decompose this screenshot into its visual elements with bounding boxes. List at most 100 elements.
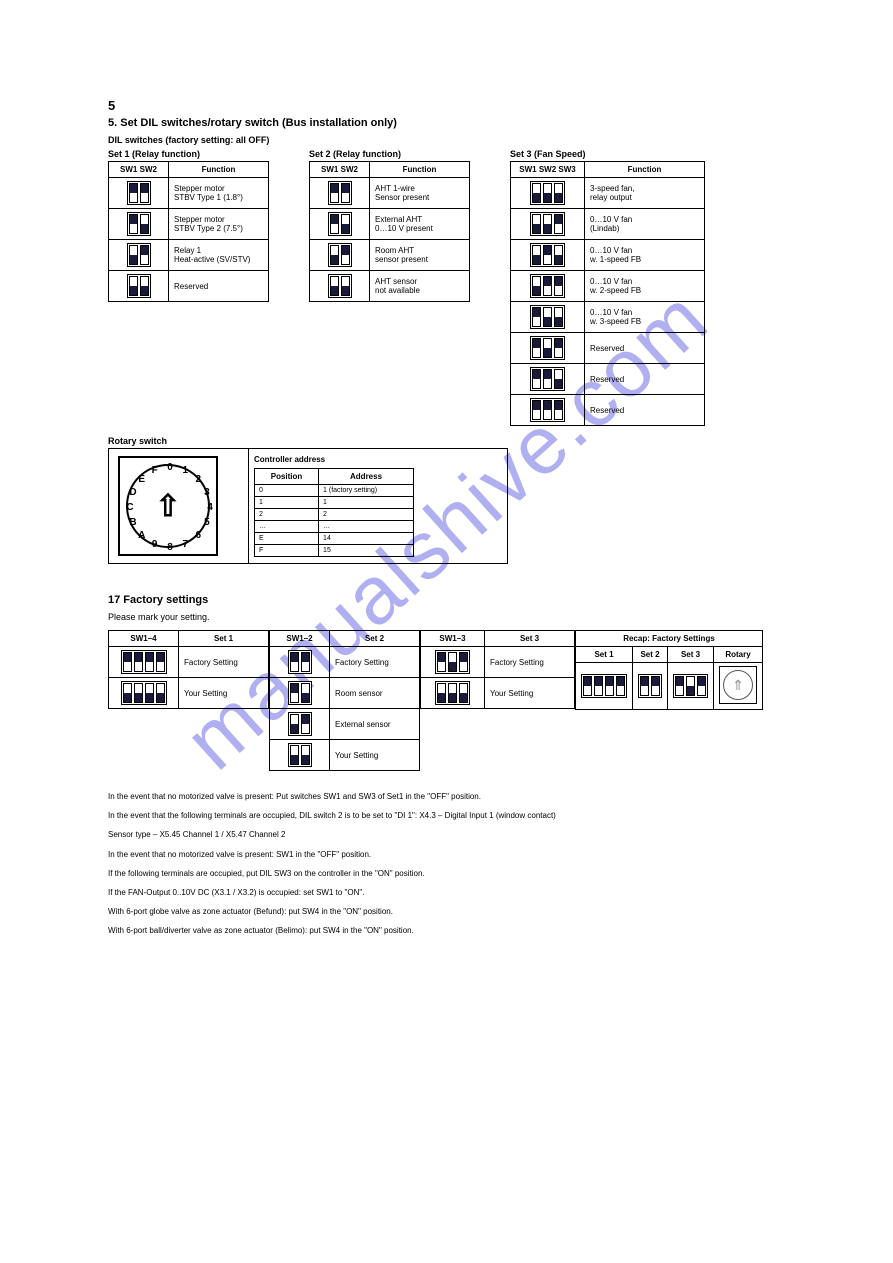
rotary-label: Rotary switch xyxy=(108,436,788,446)
rotary-block: Rotary switch ⇧ 0123456789ABCDEF Control… xyxy=(108,436,788,564)
factory-sub: Please mark your setting. xyxy=(108,612,788,622)
rotary-table: ⇧ 0123456789ABCDEF Controller address Po… xyxy=(108,448,508,564)
recap-h4: Rotary xyxy=(714,647,763,663)
set1-title: Set 1 (Relay function) xyxy=(108,149,269,159)
dip-icon xyxy=(530,181,565,205)
page-content: 5 5. Set DIL switches/rotary switch (Bus… xyxy=(108,98,788,945)
fact1-head-r: Set 1 xyxy=(179,631,269,647)
dip-icon xyxy=(288,650,312,674)
table-row: Reserved xyxy=(511,395,705,426)
dip-icon xyxy=(673,674,708,698)
dip-icon xyxy=(288,743,312,767)
table-row: Stepper motorSTBV Type 1 (1.8°) xyxy=(109,178,269,209)
fact2-head-r: Set 2 xyxy=(330,631,420,647)
table-row: Your Setting xyxy=(270,740,420,771)
dip-icon xyxy=(530,398,565,422)
set3-block: Set 3 (Fan Speed) SW1 SW2 SW3 Function 3… xyxy=(510,147,705,426)
note-text: In the event that the following terminal… xyxy=(108,810,788,821)
dip-icon xyxy=(435,650,470,674)
note-text: With 6-port globe valve as zone actuator… xyxy=(108,906,788,917)
table-row: Reserved xyxy=(109,271,269,302)
rotary-head-r: Address xyxy=(319,469,414,485)
table-row: 11 xyxy=(255,497,414,509)
fact3-table: SW1–3Set 3 Factory Setting Your Setting xyxy=(420,630,575,709)
set2-title: Set 2 (Relay function) xyxy=(309,149,470,159)
table-row: Stepper motorSTBV Type 2 (7.5°) xyxy=(109,209,269,240)
note-text: If the FAN-Output 0..10V DC (X3.1 / X3.2… xyxy=(108,887,788,898)
table-row: E14 xyxy=(255,533,414,545)
table-row: 0…10 V fanw. 1-speed FB xyxy=(511,240,705,271)
notes-block: In the event that no motorized valve is … xyxy=(108,791,788,937)
recap-h1: Set 1 xyxy=(576,647,633,663)
table-row: 0…10 V fanw. 3-speed FB xyxy=(511,302,705,333)
table-row: Room sensor xyxy=(270,678,420,709)
dip-icon xyxy=(530,243,565,267)
table-row: AHT sensornot available xyxy=(310,271,470,302)
set3-table: SW1 SW2 SW3 Function 3-speed fan,relay o… xyxy=(510,161,705,426)
dip-icon xyxy=(530,336,565,360)
table-row: 0…10 V fanw. 2-speed FB xyxy=(511,271,705,302)
set3-head-r: Function xyxy=(585,162,705,178)
dip-icon xyxy=(530,212,565,236)
table-row: Relay 1Heat-active (SV/STV) xyxy=(109,240,269,271)
table-row: Factory Setting xyxy=(270,647,420,678)
note-text: Sensor type – X5.45 Channel 1 / X5.47 Ch… xyxy=(108,829,788,840)
set3-head-l: SW1 SW2 SW3 xyxy=(511,162,585,178)
fact1-head-l: SW1–4 xyxy=(109,631,179,647)
dip-icon xyxy=(328,212,352,236)
rotary-head-l: Position xyxy=(255,469,319,485)
dip-icon xyxy=(328,181,352,205)
dip-icon xyxy=(435,681,470,705)
heading-dil: 5. Set DIL switches/rotary switch (Bus i… xyxy=(108,117,788,129)
recap-h3: Set 3 xyxy=(668,647,714,663)
fact3-head-r: Set 3 xyxy=(485,631,575,647)
set2-head-r: Function xyxy=(370,162,470,178)
table-row: Reserved xyxy=(511,364,705,395)
table-row: 3-speed fan,relay output xyxy=(511,178,705,209)
set1-head-l: SW1 SW2 xyxy=(109,162,169,178)
dip-icon xyxy=(581,674,627,698)
fact2-head-l: SW1–2 xyxy=(270,631,330,647)
note-text: In the event that no motorized valve is … xyxy=(108,849,788,860)
dip-icon xyxy=(328,274,352,298)
note-text: If the following terminals are occupied,… xyxy=(108,868,788,879)
fact3-head-l: SW1–3 xyxy=(421,631,485,647)
table-row: Factory Setting xyxy=(109,647,269,678)
dip-icon xyxy=(530,305,565,329)
dip-icon xyxy=(127,181,151,205)
fact-recap-table: Recap: Factory Settings Set 1 Set 2 Set … xyxy=(575,630,763,710)
set2-table: SW1 SW2 Function AHT 1-wireSensor presen… xyxy=(309,161,470,302)
set2-head-l: SW1 SW2 xyxy=(310,162,370,178)
set1-table: SW1 SW2 Function Stepper motorSTBV Type … xyxy=(108,161,269,302)
page-number: 5 xyxy=(108,98,788,113)
set1-head-r: Function xyxy=(169,162,269,178)
rotary-address-table: PositionAddress 01 (factory setting) 11 … xyxy=(254,468,414,557)
note-text: With 6-port ball/diverter valve as zone … xyxy=(108,925,788,936)
dip-icon xyxy=(121,681,167,705)
table-row: 01 (factory setting) xyxy=(255,485,414,497)
rotary-mini-icon xyxy=(719,666,757,704)
set1-block: Set 1 (Relay function) SW1 SW2 Function … xyxy=(108,147,269,302)
set3-title: Set 3 (Fan Speed) xyxy=(510,149,705,159)
table-row: Reserved xyxy=(511,333,705,364)
fact1-table: SW1–4Set 1 Factory Setting Your Setting xyxy=(108,630,269,709)
recap-head: Recap: Factory Settings xyxy=(576,631,763,647)
set2-block: Set 2 (Relay function) SW1 SW2 Function … xyxy=(309,147,470,302)
note-text: In the event that no motorized valve is … xyxy=(108,791,788,802)
table-row: 0…10 V fan(Lindab) xyxy=(511,209,705,240)
dip-icon xyxy=(530,274,565,298)
rotary-desc: Controller address xyxy=(254,455,502,464)
table-row: Your Setting xyxy=(421,678,575,709)
heading-factory: 17 Factory settings xyxy=(108,594,788,606)
recap-h2: Set 2 xyxy=(633,647,668,663)
dip-icon xyxy=(288,712,312,736)
table-row: Your Setting xyxy=(109,678,269,709)
dip-icon xyxy=(638,674,662,698)
table-row: External AHT0…10 V present xyxy=(310,209,470,240)
table-row xyxy=(576,663,763,710)
dip-icon xyxy=(127,243,151,267)
table-row: Factory Setting xyxy=(421,647,575,678)
dip-icon xyxy=(530,367,565,391)
dip-icon xyxy=(127,274,151,298)
fact2-table: SW1–2Set 2 Factory Setting Room sensor E… xyxy=(269,630,420,771)
